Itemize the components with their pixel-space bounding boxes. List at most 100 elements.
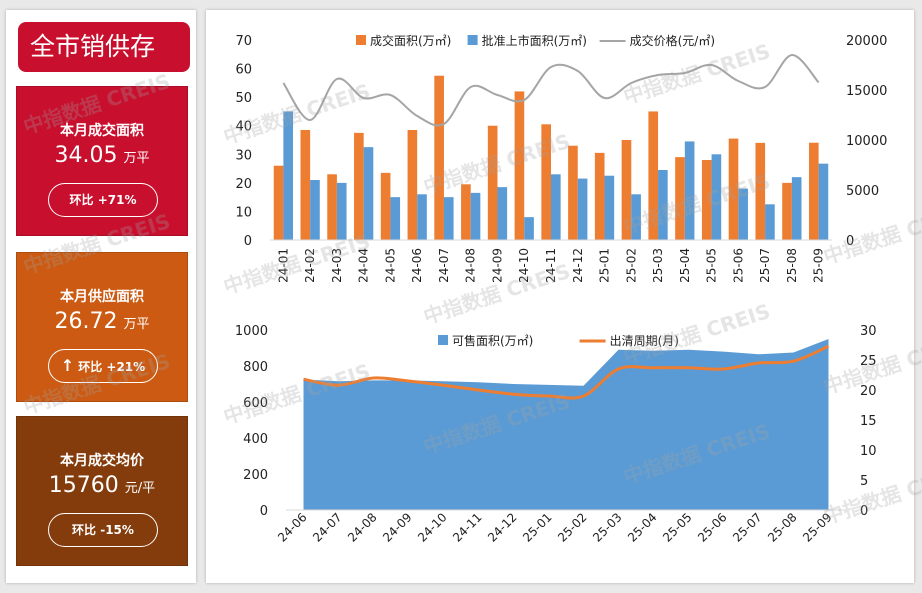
y-left-tick-label: 0 [244,234,252,249]
x-tick-label: 24-11 [544,248,558,283]
legend-label: 出清周期(月) [610,334,679,348]
charts-panel: 0 10 20 30 40 50 60 70 0 5000 10000 15000 20000 24-01… [206,10,914,583]
x-tick-label: 24-11 [450,510,485,545]
x-tick-label: 24-06 [275,510,310,545]
bar-approved-24-11 [551,174,561,240]
bar-transaction-24-01 [273,165,284,240]
card-unit: 万平 [123,317,150,332]
x-tick-label: 24-09 [490,248,504,283]
change-badge: 环比 -15% [48,513,158,547]
x-tick-label: 24-12 [571,248,585,283]
change-badge: 环比 +71% [48,183,158,217]
card-label: 本月成交均价 [60,453,144,469]
y-left-tick-label: 40 [235,120,252,135]
y-left-tick-label: 600 [243,396,268,411]
bar-approved-24-07 [443,197,454,240]
x-tick-label: 25-03 [651,248,665,283]
x-tick-label: 25-07 [730,510,765,545]
x-tick-label: 25-08 [765,510,800,545]
y-right-tick-label: 25 [860,354,877,369]
x-tick-label: 25-06 [695,510,730,545]
card-label: 本月成交面积 [60,123,144,139]
y-right-tick-label: 30 [860,324,877,339]
x-tick-label: 24-10 [415,510,450,545]
bar-transaction-24-08 [461,184,471,240]
x-tick-label: 25-05 [705,248,719,283]
y-left-tick-label: 20 [235,177,252,192]
bar-approved-24-09 [497,187,508,240]
x-tick-label: 25-07 [758,248,772,283]
bar-transaction-25-05 [701,160,712,240]
x-tick-label: 24-10 [517,248,531,283]
bar-transaction-25-01 [594,152,605,240]
bar-approved-25-02 [631,194,641,240]
y-right-tick-label: 15000 [846,84,887,99]
y-left-tick-label: 400 [243,432,268,447]
card-transaction-area: 本月成交面积 34.05 万平 环比 +71% [16,86,188,236]
bar-transaction-24-10 [514,91,525,240]
y-right-tick-label: 15 [860,414,877,429]
bar-transaction-24-11 [541,124,551,240]
x-tick-label: 25-01 [598,248,612,283]
x-tick-label: 24-07 [437,248,451,283]
bar-transaction-24-06 [407,130,418,240]
bar-approved-25-06 [738,188,748,240]
bar-approved-24-05 [390,197,401,240]
bar-approved-25-03 [658,170,668,240]
y-right-tick-label: 0 [860,504,868,519]
kpi-panel: 全市销供存 本月成交面积 34.05 万平 环比 +71% 本月供应面积 26.7… [6,10,196,583]
bar-transaction-24-05 [380,172,391,240]
x-tick-label: 25-02 [624,248,638,283]
y-right-tick-label: 10000 [846,134,887,149]
x-tick-label: 25-06 [731,248,745,283]
card-label: 本月供应面积 [60,289,144,305]
y-right-tick-label: 20 [860,384,877,399]
legend-label: 成交价格(元/㎡) [630,33,715,48]
card-value: 15760 [48,473,119,498]
bar-transaction-25-07 [755,142,766,240]
bar-approved-25-09 [818,163,829,240]
legend-label: 成交面积(万㎡) [370,33,451,48]
bar-transaction-25-03 [648,111,659,240]
panel-title: 全市销供存 [18,22,190,72]
bar-approved-25-01 [604,175,615,240]
bar-approved-25-05 [711,154,722,240]
legend-swatch [356,35,366,45]
x-tick-label: 25-02 [555,510,590,545]
legend-label: 可售面积(万㎡) [452,333,533,348]
bar-approved-24-10 [524,217,534,240]
x-tick-label: 24-12 [485,510,520,545]
y-right-tick-label: 0 [846,234,854,249]
line-series-clearance-cycle [303,344,830,400]
bar-approved-24-12 [577,178,588,240]
bar-approved-24-01 [283,111,294,240]
y-left-tick-label: 1000 [235,324,268,339]
card-value-wrap: 15760 元/平 [17,473,187,498]
x-tick-label: 25-03 [590,510,625,545]
legend-swatch [467,35,478,45]
bar-transaction-25-04 [675,157,685,240]
change-badge: 环比 +21% [78,360,146,374]
bar-approved-25-08 [791,177,802,240]
y-right-tick-label: 5000 [846,184,879,199]
x-tick-label: 25-01 [520,510,555,545]
y-left-tick-label: 30 [235,148,252,163]
arrow-up-icon: ↑ [60,356,75,375]
bar-transaction-24-12 [568,145,578,240]
y-left-tick-label: 200 [243,468,268,483]
y-right-tick-label: 20000 [846,34,887,49]
card-unit: 元/平 [124,481,156,496]
bar-approved-24-02 [310,180,320,240]
bar-transaction-24-04 [354,132,364,240]
y-right-tick-label: 5 [860,474,868,489]
card-average-price: 本月成交均价 15760 元/平 环比 -15% [16,416,188,566]
legend-swatch [438,335,448,345]
y-left-tick-label: 0 [260,504,268,519]
card-value-wrap: 34.05 万平 [17,143,187,168]
card-supply-area: 本月供应面积 26.72 万平 ↑ 环比 +21% [16,252,188,402]
x-tick-label: 24-03 [330,248,344,283]
x-tick-label: 24-05 [383,248,397,283]
y-right-tick-label: 10 [860,444,877,459]
x-tick-label: 24-07 [310,510,345,545]
